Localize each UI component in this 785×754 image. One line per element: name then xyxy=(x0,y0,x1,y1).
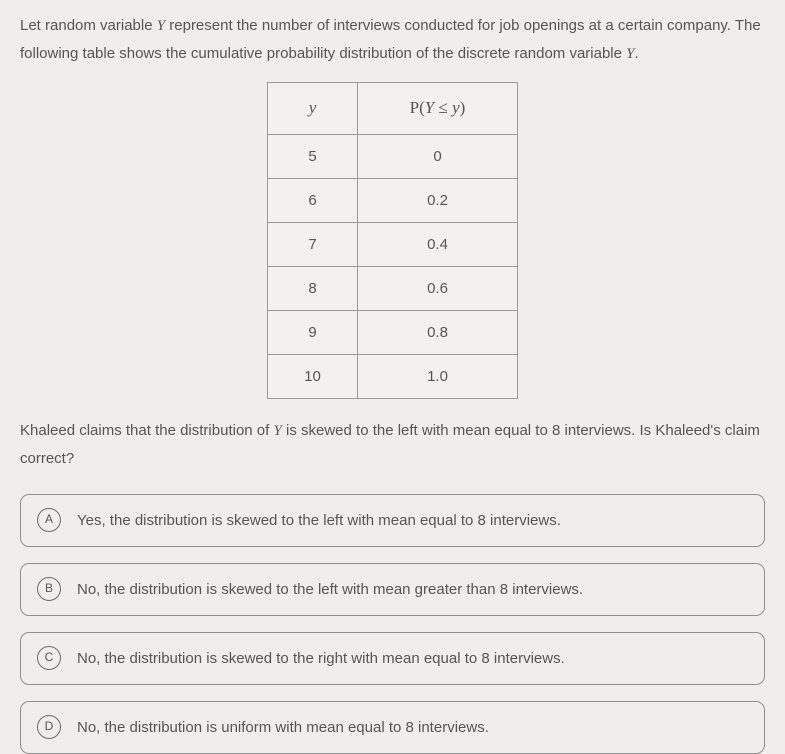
option-c[interactable]: C No, the distribution is skewed to the … xyxy=(20,632,765,685)
cell-y: 8 xyxy=(268,266,358,310)
cell-p: 0.2 xyxy=(358,178,518,222)
question-followup: Khaleed claims that the distribution of … xyxy=(20,417,765,472)
table-row: 101.0 xyxy=(268,354,518,398)
option-d[interactable]: D No, the distribution is uniform with m… xyxy=(20,701,765,754)
question-intro: Let random variable Y represent the numb… xyxy=(20,12,765,68)
table-row: 50 xyxy=(268,134,518,178)
option-letter-b: B xyxy=(37,577,61,601)
option-a[interactable]: A Yes, the distribution is skewed to the… xyxy=(20,494,765,547)
table-row: 80.6 xyxy=(268,266,518,310)
option-text: No, the distribution is skewed to the ri… xyxy=(77,645,565,672)
cell-p: 0.4 xyxy=(358,222,518,266)
options-list: A Yes, the distribution is skewed to the… xyxy=(20,494,765,754)
cell-p: 0.6 xyxy=(358,266,518,310)
table-row: 90.8 xyxy=(268,310,518,354)
cell-p: 0.8 xyxy=(358,310,518,354)
option-text: Yes, the distribution is skewed to the l… xyxy=(77,507,561,534)
option-letter-c: C xyxy=(37,646,61,670)
cell-y: 5 xyxy=(268,134,358,178)
cell-p: 0 xyxy=(358,134,518,178)
cell-y: 7 xyxy=(268,222,358,266)
cell-y: 6 xyxy=(268,178,358,222)
table-header-p: P(Y ≤ y) xyxy=(358,83,518,135)
cell-y: 9 xyxy=(268,310,358,354)
cell-p: 1.0 xyxy=(358,354,518,398)
option-text: No, the distribution is uniform with mea… xyxy=(77,714,489,741)
cell-y: 10 xyxy=(268,354,358,398)
table-header-y: y xyxy=(268,83,358,135)
option-letter-a: A xyxy=(37,508,61,532)
option-text: No, the distribution is skewed to the le… xyxy=(77,576,583,603)
cdf-table-container: y P(Y ≤ y) 50 60.2 70.4 80.6 90.8 101.0 xyxy=(20,82,765,399)
table-row: 70.4 xyxy=(268,222,518,266)
table-row: 60.2 xyxy=(268,178,518,222)
option-b[interactable]: B No, the distribution is skewed to the … xyxy=(20,563,765,616)
cdf-table: y P(Y ≤ y) 50 60.2 70.4 80.6 90.8 101.0 xyxy=(267,82,518,399)
